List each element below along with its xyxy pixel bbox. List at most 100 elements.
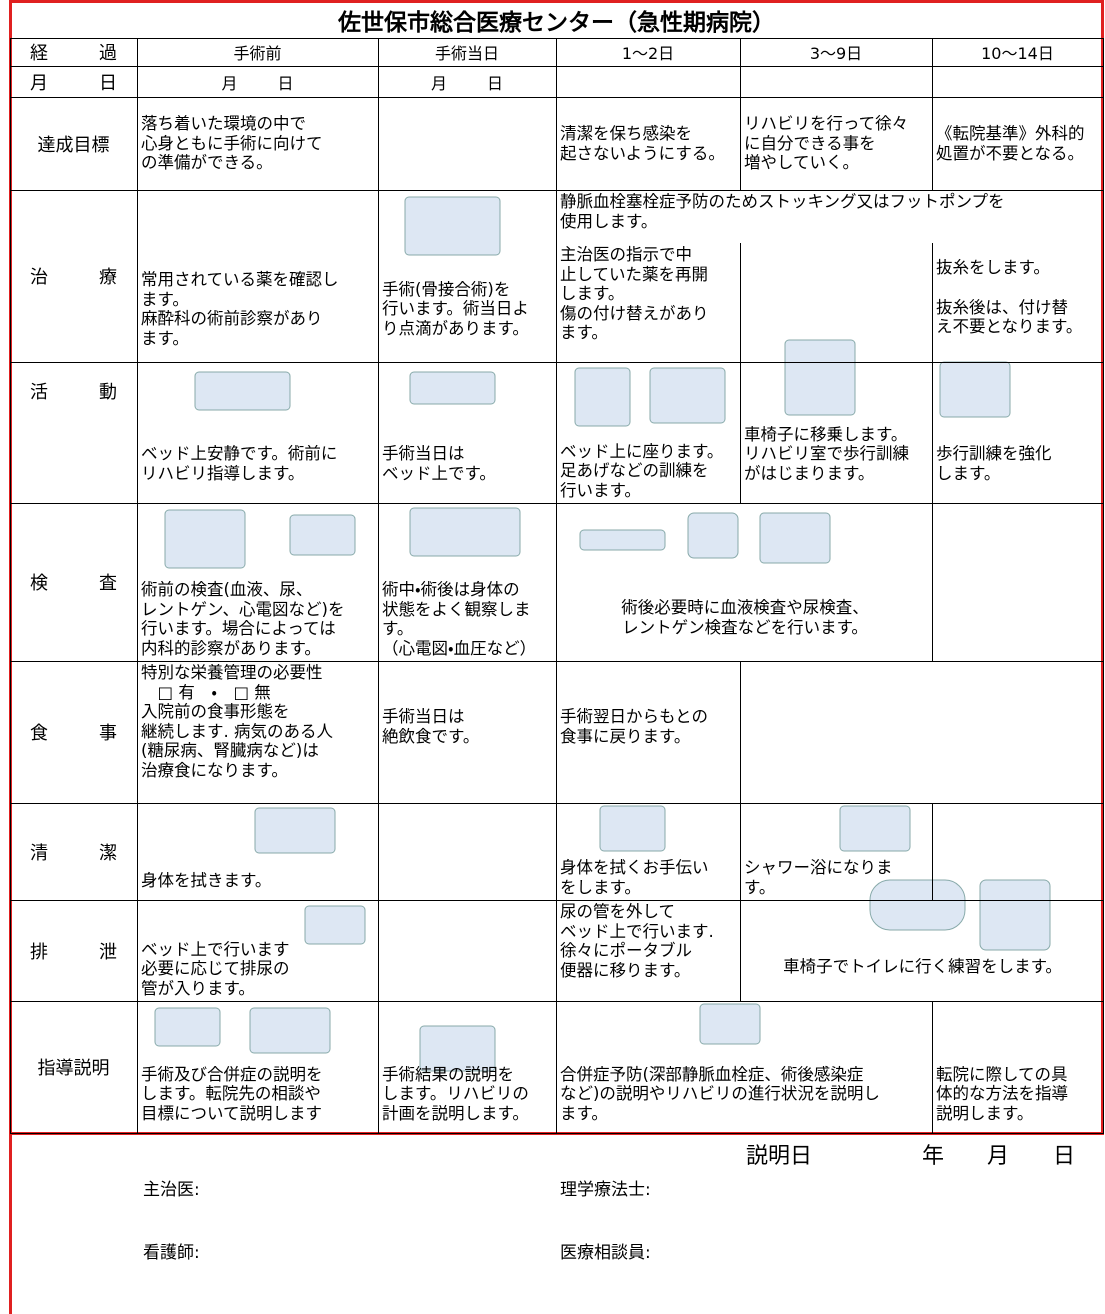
text-line: □ 有 ・ □ 無 [141,682,271,702]
column-header-text: 10〜14日 [981,44,1054,63]
text-line: 清潔を保ち感染を [560,124,692,143]
text-line: 術中・術後は身体の [382,580,520,599]
text-line: をします。 [560,877,641,897]
label-char: 経 [30,43,48,64]
text-line: 手術当日は [382,707,465,726]
cell-text: 手術(骨接合術)を 行います。術当日よ り点滴があります。 [382,190,554,362]
text-line: シャワー浴になりま [744,858,893,877]
footer-text: 年 [922,1144,945,1169]
text-line: 手術翌日からもとの [560,707,709,726]
empty-cell [378,803,557,901]
column-header: 3〜9日 [740,38,932,66]
label-char: 検 [30,573,48,594]
column-header-text: 3〜9日 [809,44,863,63]
text-line: （心電図・血圧など） [382,638,537,658]
label-char: 療 [99,267,117,288]
date-char: 日 [277,73,294,93]
cell-text: 術前の検査(血液、尿、 レントゲン、心電図など)を 行います。場合によっては 内科的診… [141,503,376,661]
text-line: リハビリを行って徐々 [744,114,909,134]
text-line: ます。 [141,289,189,309]
label-char: 達成目標 [37,134,110,156]
footer-text: 看護師: [143,1243,200,1263]
text-line: 管が入ります。 [141,978,255,998]
text-line: ベッド上です。 [382,463,496,483]
cell-text: 手術当日は 絶飲食です。 [382,661,554,803]
cell-text: 身体を拭くお手伝い をします。 [560,803,738,900]
text-line: (糖尿病、腎臓病など)は [141,741,319,760]
text-line: 身体を拭くお手伝い [560,858,709,877]
date-cell [556,66,741,98]
cell-text: ベッド上安静です。術前に リハビリ指導します。 [141,362,376,503]
cell-text: 常用されている薬を確認し ます。 麻酔科の術前診察があり ます。 [141,190,376,362]
text-line: 計画を説明します。 [382,1103,529,1123]
row-label: 食事 [10,661,137,803]
text-line: え不要となります。 [936,317,1083,336]
text-line: など)の説明やリハビリの進行状況を説明し [560,1084,880,1103]
text-line: 静脈血栓塞栓症予防のためストッキング又はフットポンプを [560,192,1005,211]
text-line: 歩行訓練を強化 [936,444,1052,463]
text-line: 手術結果の説明を [382,1064,514,1084]
text-line: 体的な方法を指導 [936,1084,1068,1103]
text-line: リハビリ指導します。 [141,463,305,483]
row-label: 経過 [10,38,137,66]
row-label: 清潔 [10,803,137,900]
cell [932,1001,1104,1134]
text-line: 身体を拭きます。 [141,870,272,890]
text-line: 入院前の食事形態を [141,702,290,721]
text-line: 主治医の指示で中 [560,245,692,264]
date-cell [740,66,933,98]
text-line: 使用します。 [560,211,658,231]
text-line: 麻酔科の術前診察があり [141,309,323,328]
text-line: レントゲン、心電図など)を [141,599,345,619]
text-line: 常用されている薬を確認し [141,270,339,289]
text-line: 行います。術当日よ [382,299,529,318]
cell-text: 主治医の指示で中 止していた薬を再開 します。 傷の付け替えがあり ます。 [560,243,738,362]
footer-text: 日 [1053,1144,1076,1169]
text-line: 便器に移ります。 [560,960,691,980]
cell-text: 特別な栄養管理の必要性 □ 有 ・ □ 無入院前の食事形態を 継続します. 病気の… [141,661,376,803]
cell-text: 静脈血栓塞栓症予防のためストッキング又はフットポンプを 使用します。 [560,190,1101,243]
date-char: 月 [221,73,238,93]
date-char: 月 [430,73,447,93]
text-line: 手術(骨接合術)を [382,279,511,299]
text-line: 特別な栄養管理の必要性 [141,663,323,682]
text-line: 絶飲食です。 [382,726,480,746]
date-char: 日 [487,73,504,93]
cell-text: 尿の管を外して ベッド上で行います. 徐々にポータブル 便器に移ります。 [560,900,738,1001]
text-line: ます。 [560,323,608,342]
cell-text: 転院に際しての具 体的な方法を指導 説明します。 [936,1001,1101,1133]
text-line: 転院に際しての具 [936,1064,1068,1084]
cell-text: 身体を拭きます。 [141,803,376,900]
text-line: 増やしていく。 [744,153,860,173]
label-char: 査 [99,573,117,594]
text-line: の準備ができる。 [141,153,273,173]
row-label: 治療 [10,190,137,362]
text-line: 《転院基準》外科的 [936,124,1085,143]
cell-text: 清潔を保ち感染を 起さないようにする。 [560,97,738,190]
date-cell [932,66,1104,98]
cell-text: ベッド上に座ります。 足あげなどの訓練を 行います。 [560,362,738,503]
cell-text: 術後必要時に血液検査や尿検査、 レントゲン検査などを行います。 [560,503,930,661]
text-line: 行います。場合によっては [141,619,336,638]
text-line: す。 [744,877,776,897]
footer-text: 理学療法士: [560,1180,651,1200]
row-label: 検査 [10,503,137,661]
label-char: 治 [30,267,48,288]
text-line: 落ち着いた環境の中で [141,114,306,134]
column-header: 手術前 [137,38,378,66]
footer-text: 主治医: [143,1180,200,1200]
text-line: 足あげなどの訓練を [560,461,709,480]
text-line: り点滴があります。 [382,318,529,338]
text-line: 抜糸後は、付け替 [936,297,1068,317]
text-line: します。転院先の相談や [141,1084,321,1103]
text-line: 術前の検査(血液、尿、 [141,580,313,599]
column-header-text: 1〜2日 [621,44,675,63]
divider [932,243,933,362]
title: 佐世保市総合医療センター（急性期病院） [10,2,1103,39]
text-line: 治療食になります。 [141,760,288,780]
text-line: ベッド上安静です。術前に [141,444,338,463]
empty-cell [932,503,1104,662]
divider [740,243,741,362]
label-char: 食 [30,723,48,744]
